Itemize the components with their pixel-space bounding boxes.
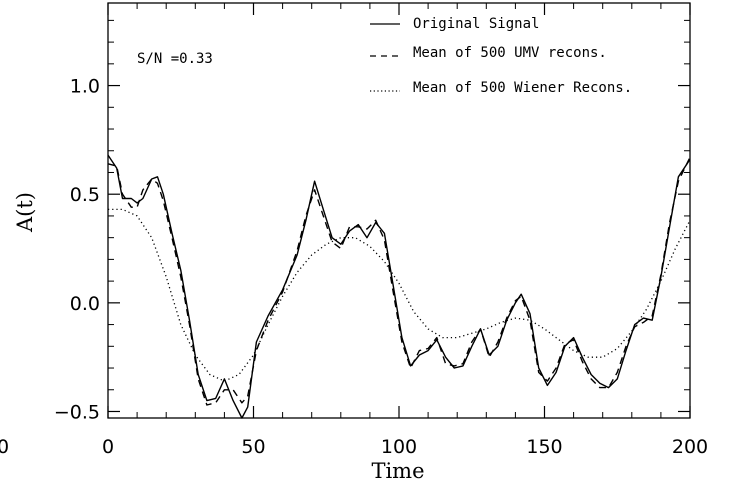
x-tick-label-4: 200 [672, 436, 708, 458]
ticks-layer [107, 3, 691, 418]
y-tick-label-1: 0.0 [70, 293, 100, 315]
x-tick-label-1: 50 [241, 436, 265, 458]
y-axis-title: A(t) [13, 192, 37, 233]
cut-off-tick-label: 0 [0, 436, 9, 458]
legend-label-wiener: Mean of 500 Wiener Recons. [413, 80, 632, 96]
series-line-1 [107, 156, 691, 406]
tick-labels-layer: 0 50 100 150 200 −0.5 0.0 0.5 1.0 [54, 76, 708, 458]
x-tick-label-3: 150 [526, 436, 562, 458]
legend: Original Signal Mean of 500 UMV recons. … [370, 16, 632, 96]
series-layer [107, 154, 691, 419]
legend-label-original: Original Signal [413, 16, 539, 32]
y-tick-label-0: −0.5 [54, 401, 100, 423]
snr-annotation: S/N =0.33 [137, 51, 213, 67]
x-tick-label-2: 100 [381, 436, 417, 458]
y-tick-label-3: 1.0 [70, 76, 100, 98]
y-tick-label-2: 0.5 [70, 184, 100, 206]
series-line-0 [107, 154, 691, 419]
series-line-2 [108, 208, 691, 382]
x-axis-title: Time [371, 459, 424, 483]
plot-frame [107, 2, 691, 419]
legend-label-umv: Mean of 500 UMV recons. [413, 45, 607, 61]
x-tick-label-0: 0 [102, 436, 114, 458]
